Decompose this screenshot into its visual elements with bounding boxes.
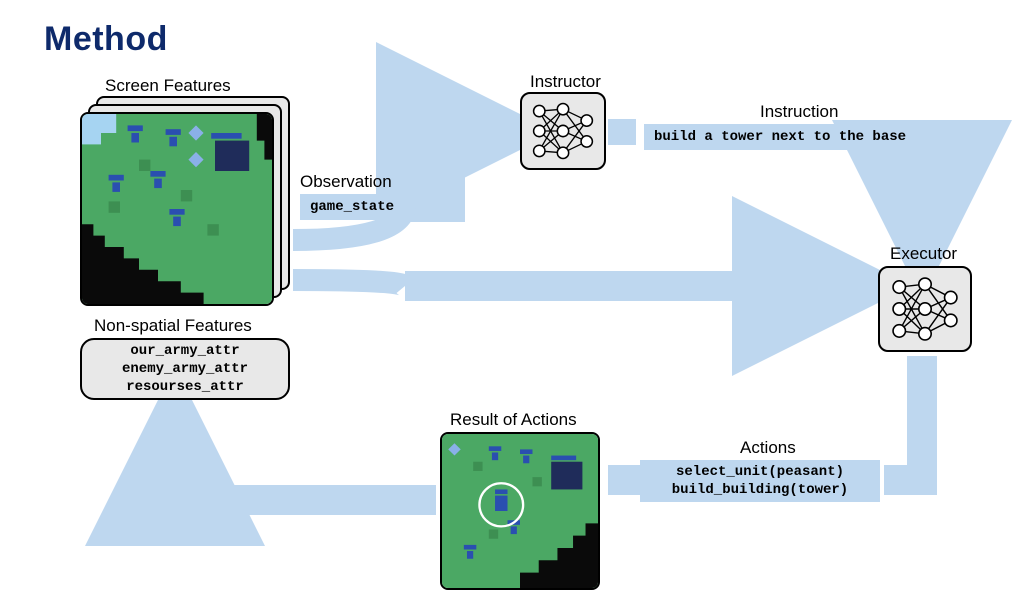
page-title: Method <box>44 20 168 59</box>
attr-line-1: our_army_attr <box>82 342 288 360</box>
actions-box: select_unit(peasant) build_building(towe… <box>640 460 880 502</box>
executor-label: Executor <box>890 244 957 264</box>
non-spatial-features-label: Non-spatial Features <box>94 316 252 336</box>
game-state-box: game_state <box>300 194 410 220</box>
game-state-text: game_state <box>310 198 400 216</box>
instructor-nn <box>520 92 606 170</box>
non-spatial-features-box: our_army_attr enemy_army_attr resourses_… <box>80 338 290 400</box>
observation-label: Observation <box>300 172 392 192</box>
attr-line-2: enemy_army_attr <box>82 360 288 378</box>
actions-label: Actions <box>740 438 796 458</box>
result-map <box>440 432 600 590</box>
result-of-actions-label: Result of Actions <box>450 410 577 430</box>
instruction-box: build a tower next to the base <box>644 124 952 150</box>
instruction-label: Instruction <box>760 102 838 122</box>
instruction-text: build a tower next to the base <box>654 128 942 146</box>
instructor-label: Instructor <box>530 72 601 92</box>
executor-nn <box>878 266 972 352</box>
actions-line-2: build_building(tower) <box>672 481 848 499</box>
attr-line-3: resourses_attr <box>82 378 288 396</box>
screen-features-stack <box>80 96 290 306</box>
actions-line-1: select_unit(peasant) <box>676 463 844 481</box>
game-map-large <box>80 112 274 306</box>
screen-features-label: Screen Features <box>105 76 231 96</box>
